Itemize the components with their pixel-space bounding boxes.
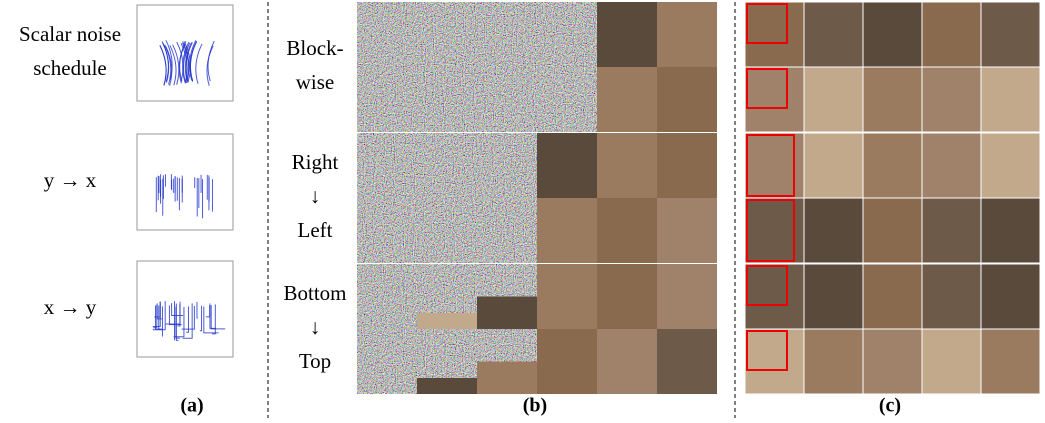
caption: (b) bbox=[523, 395, 547, 417]
image-cell bbox=[745, 2, 804, 67]
image-cell bbox=[745, 198, 804, 263]
image-cell bbox=[657, 2, 717, 67]
noise-cell bbox=[477, 133, 537, 198]
image-cell bbox=[745, 133, 804, 198]
noise-cell bbox=[357, 133, 417, 198]
image-cell bbox=[657, 67, 717, 132]
image-cell bbox=[863, 133, 922, 198]
image-cell bbox=[863, 264, 922, 329]
image-cell bbox=[597, 133, 657, 198]
caption: (c) bbox=[879, 395, 901, 417]
noise-cell bbox=[477, 264, 537, 297]
noise-cell bbox=[357, 198, 417, 263]
noise-cell bbox=[417, 198, 477, 263]
noise-cell bbox=[417, 329, 477, 378]
image-cell bbox=[863, 198, 922, 263]
image-cell bbox=[597, 198, 657, 263]
image-cell bbox=[981, 198, 1040, 263]
image-cell bbox=[537, 329, 597, 394]
row-label: Block- bbox=[286, 36, 343, 60]
figure: (a) (b) (c) Scalar noise schedule y → x x →… bbox=[0, 0, 1045, 423]
image-cell bbox=[745, 264, 804, 329]
row-label: Scalar noise bbox=[19, 22, 121, 46]
row-label: wise bbox=[296, 70, 335, 94]
image-cell bbox=[863, 67, 922, 132]
row-label: ↓ bbox=[310, 184, 321, 208]
image-cell bbox=[745, 67, 804, 132]
image-cell bbox=[981, 329, 1040, 394]
noise-cell bbox=[477, 67, 537, 132]
image-cell bbox=[922, 2, 981, 67]
image-cell bbox=[597, 67, 657, 132]
image-cell bbox=[981, 264, 1040, 329]
noise-cell bbox=[357, 264, 417, 329]
image-cell bbox=[863, 2, 922, 67]
image-cell bbox=[804, 2, 863, 67]
image-cell bbox=[981, 133, 1040, 198]
noise-cell bbox=[477, 2, 537, 67]
image-cell bbox=[804, 133, 863, 198]
image-cell bbox=[922, 67, 981, 132]
noise-cell bbox=[417, 2, 477, 67]
row-label: Left bbox=[298, 218, 333, 242]
image-cell bbox=[657, 264, 717, 329]
image-cell bbox=[657, 133, 717, 198]
noise-cell bbox=[357, 67, 417, 132]
noise-cell bbox=[417, 264, 477, 313]
row-label: y → x bbox=[44, 168, 97, 192]
noise-cell bbox=[477, 198, 537, 263]
row-label: x → y bbox=[44, 295, 97, 319]
row-label: Bottom bbox=[283, 281, 346, 305]
row-label: ↓ bbox=[310, 315, 321, 339]
trajectory-plot bbox=[137, 261, 233, 357]
row-label: schedule bbox=[33, 56, 106, 80]
image-cell bbox=[597, 264, 657, 329]
noise-cell bbox=[357, 2, 417, 67]
image-cell bbox=[922, 329, 981, 394]
image-cell bbox=[657, 329, 717, 394]
image-cell bbox=[537, 264, 597, 329]
image-cell bbox=[981, 2, 1040, 67]
image-cell bbox=[863, 329, 922, 394]
image-cell bbox=[804, 264, 863, 329]
image-cell bbox=[922, 198, 981, 263]
caption: (a) bbox=[180, 395, 203, 417]
image-cell bbox=[804, 67, 863, 132]
noise-cell bbox=[357, 329, 417, 394]
noise-cell bbox=[477, 329, 537, 362]
image-cell bbox=[981, 67, 1040, 132]
row-label: Top bbox=[299, 349, 331, 373]
noise-cell bbox=[417, 133, 477, 198]
image-cell bbox=[597, 2, 657, 67]
image-cell bbox=[745, 329, 804, 394]
noise-cell bbox=[537, 2, 597, 67]
page: (a) (b) (c) Scalar noise schedule y → x x →… bbox=[0, 0, 1045, 423]
image-cell bbox=[804, 329, 863, 394]
image-cell bbox=[657, 198, 717, 263]
noise-cell bbox=[537, 67, 597, 132]
image-cell bbox=[922, 133, 981, 198]
image-cell bbox=[597, 329, 657, 394]
image-cell bbox=[922, 264, 981, 329]
noise-cell bbox=[417, 67, 477, 132]
trajectory-plot bbox=[137, 134, 233, 230]
image-cell bbox=[537, 198, 597, 263]
image-cell bbox=[537, 133, 597, 198]
image-cell bbox=[804, 198, 863, 263]
row-label: Right bbox=[292, 150, 339, 174]
